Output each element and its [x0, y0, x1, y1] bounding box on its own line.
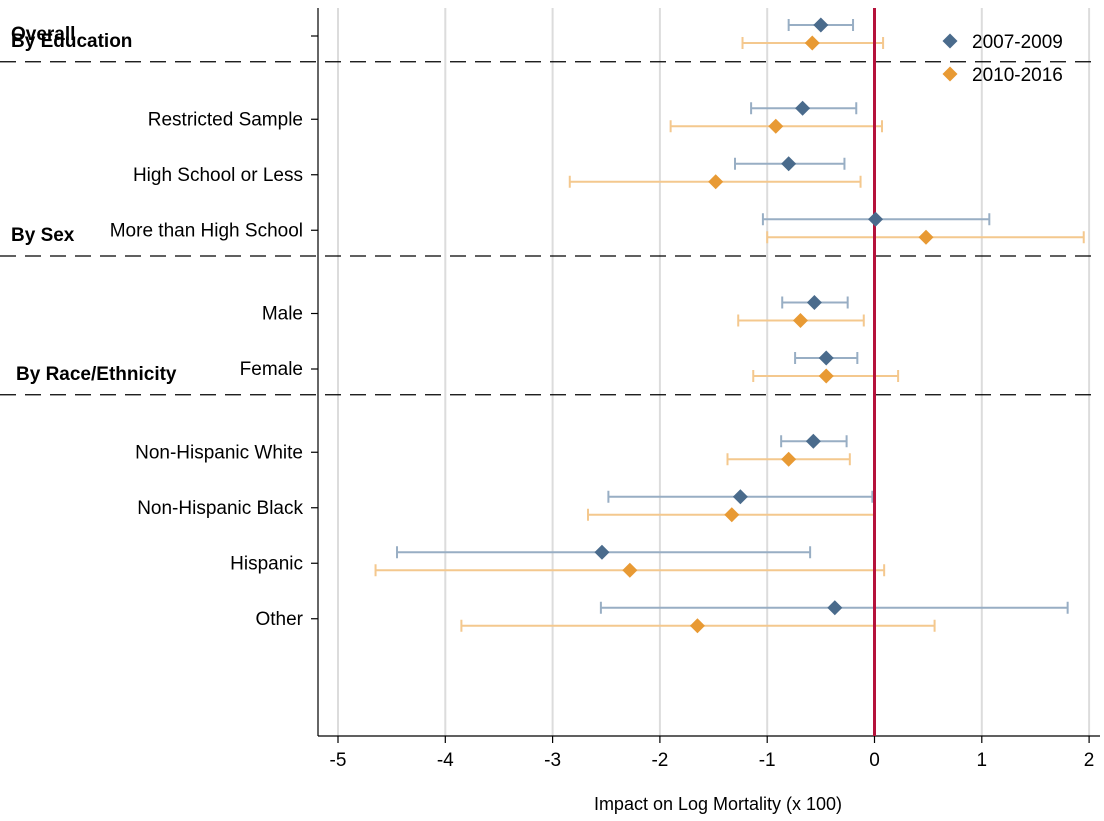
x-tick-label: 1 [977, 750, 988, 771]
ci-layer [374, 19, 1085, 632]
x-tick-label: -2 [651, 750, 668, 771]
legend: 2007-2009 2010-2016 [942, 32, 1063, 86]
x-tick-label: 2 [1084, 750, 1095, 771]
legend-marker [942, 66, 958, 82]
group-header: By Race/Ethnicity [16, 364, 177, 385]
x-tick-label: -3 [544, 750, 561, 771]
point-estimate [781, 156, 797, 172]
point-estimate [768, 118, 784, 134]
point-layer [594, 17, 934, 634]
legend-label: 2007-2009 [972, 32, 1063, 53]
point-estimate [622, 562, 638, 578]
group-header: By Education [11, 31, 132, 52]
row-label: Female [240, 359, 303, 380]
point-estimate [827, 600, 843, 616]
point-estimate [818, 368, 834, 384]
group-header: By Sex [11, 225, 75, 246]
point-estimate [804, 35, 820, 51]
row-label: Non-Hispanic White [135, 442, 303, 463]
row-label: Other [255, 609, 303, 630]
row-label: Male [262, 304, 303, 325]
point-estimate [724, 507, 740, 523]
axis-layer: -5 -4 -3 -2 -1 0 1 2 [311, 8, 1100, 771]
row-label: Non-Hispanic Black [137, 498, 303, 519]
row-label: Restricted Sample [148, 109, 303, 130]
point-estimate [868, 211, 884, 227]
x-tick-label: -1 [759, 750, 776, 771]
point-estimate [689, 618, 705, 634]
point-estimate [594, 544, 610, 560]
point-estimate [792, 313, 808, 328]
point-estimate [732, 489, 748, 505]
row-label: High School or Less [133, 165, 303, 186]
legend-marker [942, 33, 958, 49]
point-estimate [781, 451, 797, 467]
grid-layer [337, 8, 1091, 736]
row-label: Hispanic [230, 553, 303, 574]
point-estimate [813, 17, 829, 33]
separator-layer [0, 61, 1100, 396]
x-tick-label: -4 [437, 750, 454, 771]
point-estimate [795, 100, 811, 116]
point-estimate [805, 433, 821, 449]
legend-label: 2010-2016 [972, 65, 1063, 86]
x-axis-title: Impact on Log Mortality (x 100) [594, 794, 842, 814]
point-estimate [818, 350, 834, 366]
x-tick-label: -5 [330, 750, 347, 771]
group-header: Overall [11, 24, 75, 45]
row-label: More than High School [110, 220, 303, 241]
point-estimate [918, 229, 934, 245]
x-tick-label: 0 [869, 750, 880, 771]
point-estimate [708, 174, 724, 190]
point-estimate [806, 295, 822, 310]
